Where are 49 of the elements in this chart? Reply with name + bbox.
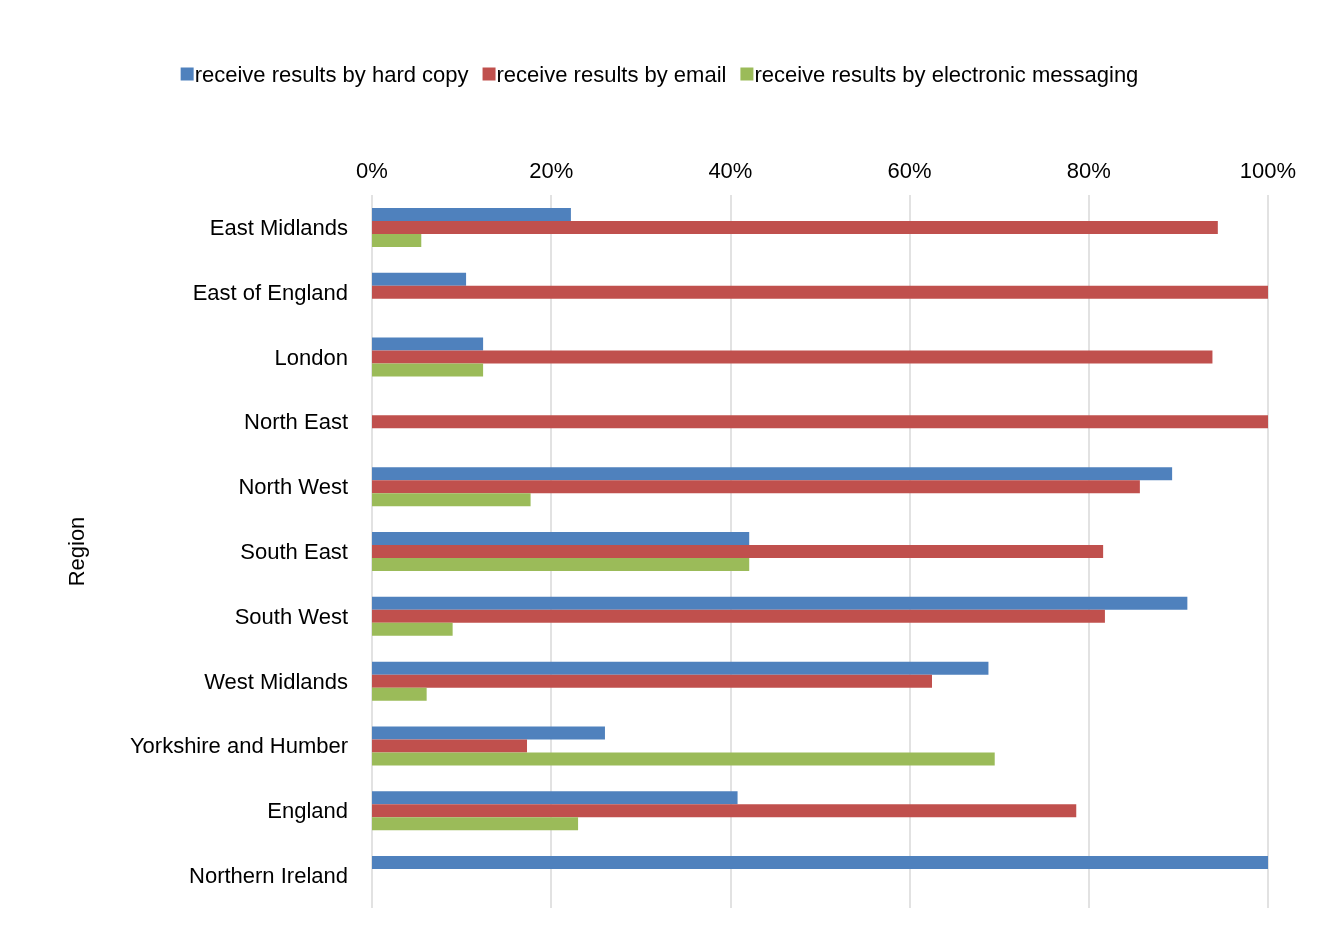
- bar: [372, 272, 467, 286]
- bar: [372, 493, 531, 507]
- bar: [372, 622, 453, 636]
- legend-label: receive results by electronic messaging: [754, 61, 1139, 87]
- bar: [372, 467, 1173, 481]
- bar: [372, 350, 1213, 364]
- bar: [372, 804, 1077, 818]
- bar: [372, 558, 750, 571]
- bar: [372, 687, 427, 701]
- y-tick-label: Northern Ireland: [189, 863, 348, 889]
- x-tick-label: 100%: [1239, 157, 1297, 183]
- bar: [372, 220, 1218, 234]
- bar: [372, 233, 422, 247]
- y-tick-label: South East: [240, 539, 348, 564]
- x-tick-label: 80%: [1066, 157, 1111, 183]
- bar: [372, 207, 571, 221]
- bar: [372, 791, 738, 805]
- bar: [372, 596, 1188, 610]
- bar: [372, 674, 932, 688]
- bar: [372, 285, 1268, 299]
- bar: [372, 363, 484, 377]
- y-tick-label: North West: [238, 474, 348, 500]
- bar: [372, 726, 605, 740]
- y-tick-label: East of England: [192, 279, 348, 305]
- y-tick-label: West Midlands: [204, 668, 348, 694]
- x-tick-label: 0%: [356, 157, 388, 183]
- x-tick-label: 40%: [708, 157, 753, 183]
- y-tick-label: England: [267, 798, 348, 824]
- y-tick-label: East Midlands: [209, 214, 348, 240]
- y-tick-label: London: [274, 344, 348, 370]
- y-tick-label: North East: [244, 409, 348, 435]
- bar: [372, 609, 1105, 623]
- bar: [372, 337, 484, 351]
- bar: [372, 545, 1104, 558]
- x-tick-label: 60%: [887, 157, 932, 183]
- bar: [372, 752, 995, 766]
- bar: [372, 532, 750, 545]
- bar: [372, 480, 1140, 494]
- bar: [372, 817, 579, 831]
- bar: [372, 739, 528, 753]
- y-tick-label: Yorkshire and Humber: [129, 733, 348, 759]
- y-axis-title: Region: [63, 516, 89, 587]
- bar: [372, 661, 989, 675]
- y-tick-label: South West: [234, 603, 348, 629]
- legend-label: receive results by email: [496, 61, 727, 87]
- bar: [372, 415, 1268, 429]
- bar: [372, 856, 1268, 870]
- legend-label: receive results by hard copy: [194, 61, 469, 87]
- x-tick-label: 20%: [529, 157, 574, 183]
